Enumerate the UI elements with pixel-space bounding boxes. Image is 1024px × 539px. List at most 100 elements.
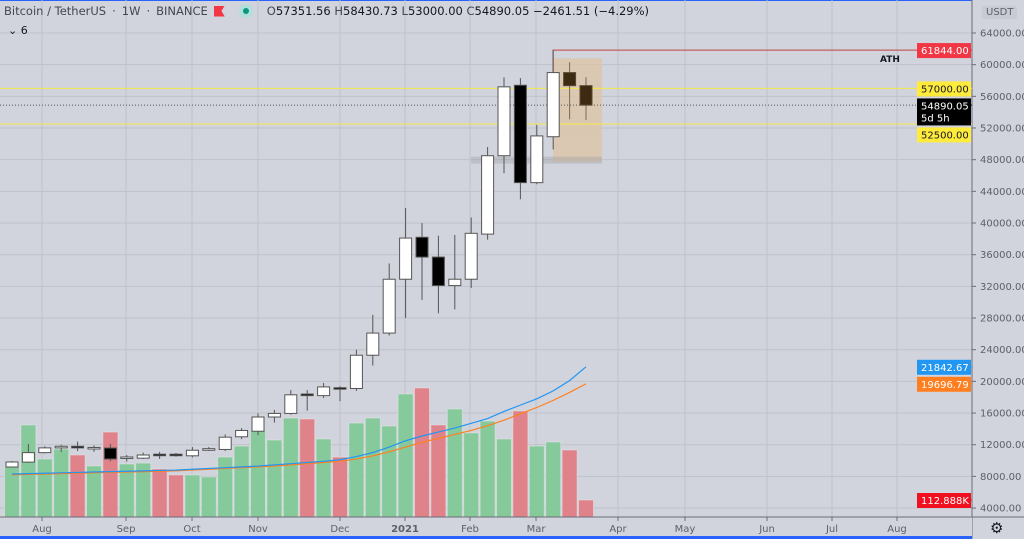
ohlc-values: O57351.56 H58430.73 L53000.00 C54890.05 …: [266, 4, 650, 18]
candle: [349, 349, 363, 391]
volume-bar: [561, 449, 578, 518]
volume-bar: [381, 425, 398, 518]
price-tick-label: 16000.00: [980, 409, 1024, 420]
time-tick-label: Aug: [32, 524, 52, 535]
active-pane-border: [0, 0, 1024, 1]
time-tick-label: Oct: [183, 524, 200, 535]
volume-badge: [917, 492, 971, 508]
candle-body: [284, 394, 298, 414]
candle-body: [136, 454, 150, 459]
settings-gear-icon[interactable]: ⚙: [990, 519, 1004, 537]
candle: [366, 314, 380, 366]
price-tick-label: 8000.00: [980, 472, 1021, 483]
candle-body: [185, 449, 199, 457]
last-price-badge: [917, 98, 971, 126]
time-tick-label: Dec: [330, 524, 349, 535]
candle-body: [366, 332, 380, 356]
candle-body: [235, 429, 249, 438]
ma-slow-badge-text: 19696.79: [921, 380, 969, 391]
time-axis: [0, 517, 972, 539]
volume-bar: [463, 432, 480, 518]
candle: [38, 446, 52, 454]
volume-bar: [528, 445, 545, 518]
volume-bar: [53, 448, 70, 518]
candle-body: [120, 456, 134, 459]
price-tick-label: 20000.00: [980, 377, 1024, 388]
candle: [218, 434, 232, 452]
flag-icon[interactable]: [213, 5, 225, 17]
interval[interactable]: 1W: [121, 4, 141, 18]
volume-bar: [315, 438, 332, 518]
volume-bar: [250, 429, 266, 518]
candle-body: [71, 445, 85, 449]
volume-bar: [69, 454, 86, 518]
time-tick-label: May: [675, 524, 696, 535]
time-tick-label: Jun: [758, 524, 775, 535]
candle-body: [21, 452, 35, 463]
candle-body: [431, 256, 445, 287]
candle: [431, 235, 445, 314]
volume-bar: [545, 441, 562, 518]
indicators-toggle[interactable]: ⌄ 6: [8, 24, 28, 37]
candle: [415, 223, 429, 300]
candle: [169, 453, 183, 457]
price-tick-label: 48000.00: [980, 155, 1024, 166]
candle-body: [513, 84, 527, 184]
resistance-price-badge: [917, 81, 971, 97]
candle-body: [546, 72, 560, 138]
volume-bar: [512, 410, 529, 518]
candle: [153, 451, 167, 459]
ath-price-badge: [917, 43, 971, 59]
candle-body: [497, 86, 511, 157]
candle: [333, 386, 347, 402]
time-tick-label: Sep: [117, 524, 136, 535]
price-axis: [972, 0, 1024, 539]
volume-bar: [200, 476, 217, 518]
candle-body: [415, 236, 429, 258]
support-price-badge-text: 52500.00: [921, 130, 969, 141]
candle-body: [5, 461, 19, 468]
candle-body: [169, 453, 183, 457]
candle-body: [103, 447, 117, 460]
candle: [120, 455, 134, 462]
ma-fast-badge-text: 21842.67: [921, 363, 969, 374]
candle: [136, 452, 150, 459]
price-tick-label: 4000.00: [980, 504, 1021, 515]
volume-bar: [20, 424, 37, 518]
candle: [267, 409, 281, 423]
ath-label: ATH: [880, 55, 900, 65]
candle: [54, 444, 68, 452]
volume-bar: [397, 393, 414, 518]
legend-header: Bitcoin / TetherUS · 1W · BINANCE O57351…: [4, 4, 649, 18]
candle: [202, 447, 216, 452]
low-value: 53000.00: [407, 4, 463, 18]
change-value: −2461.51 (−4.29%): [533, 4, 650, 18]
candle-body: [448, 278, 462, 287]
candle: [103, 443, 117, 462]
ath-price-badge-text: 61844.00: [921, 46, 969, 57]
time-tick-label: Jul: [825, 524, 838, 535]
currency-label[interactable]: USDT: [982, 6, 1018, 19]
symbol-name[interactable]: Bitcoin / TetherUS: [4, 4, 107, 18]
time-tick-label: Nov: [248, 524, 268, 535]
high-value: 58430.73: [343, 4, 398, 18]
candle-body: [399, 237, 413, 280]
candle: [399, 207, 413, 319]
candle: [497, 77, 511, 174]
volume-bar: [36, 458, 53, 518]
candle: [448, 234, 462, 310]
ath-line: [552, 49, 972, 89]
volume-bar: [364, 417, 381, 518]
candle: [563, 62, 577, 120]
candle-body: [382, 278, 396, 334]
volume-bar: [86, 465, 102, 518]
candle: [546, 50, 560, 150]
market-status-icon: [238, 4, 253, 18]
ma-fast-badge: [917, 359, 971, 375]
time-tick-label: Aug: [887, 524, 907, 535]
time-tick-label: 2021: [391, 524, 419, 535]
candle: [251, 413, 265, 436]
candle-body: [87, 446, 101, 450]
candle: [513, 78, 527, 200]
